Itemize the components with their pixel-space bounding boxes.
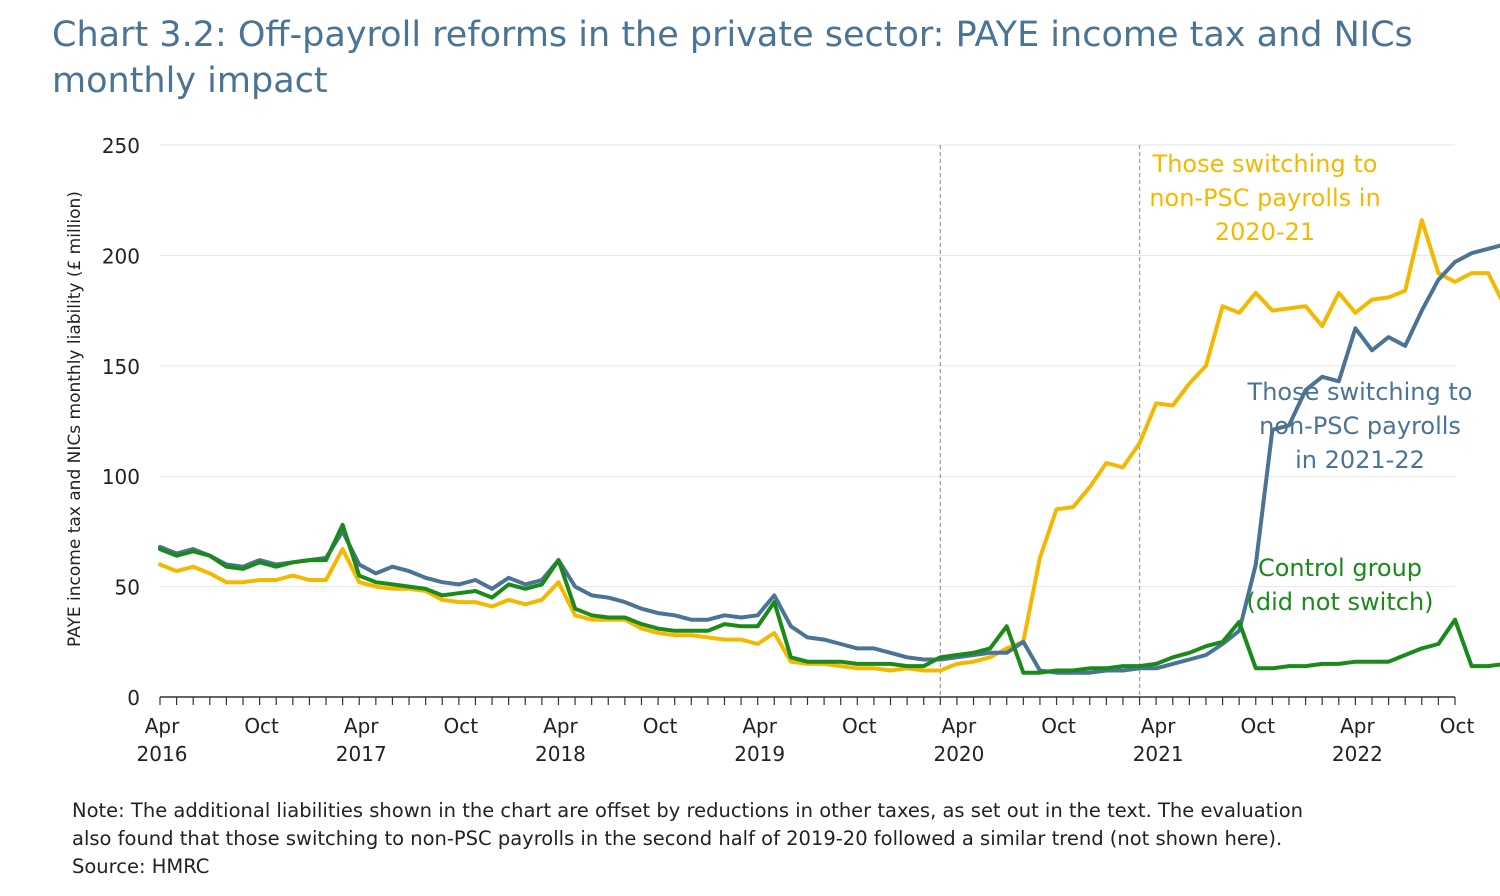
x-tick-label: Oct — [1240, 714, 1275, 738]
y-tick-label: 0 — [127, 686, 140, 710]
x-tick-year-label: 2022 — [1332, 742, 1383, 766]
chart-title-line-2: monthly impact — [52, 61, 328, 101]
series-label-yellow: 2020-21 — [1215, 218, 1315, 246]
line-chart: 0 50 100 150 200 250 PAYE income tax and NICs … — [65, 134, 1500, 766]
x-tick-year-label: 2021 — [1133, 742, 1184, 766]
y-tick-label: 200 — [102, 244, 140, 268]
series-label-blue: Those switching to — [1247, 378, 1473, 406]
y-tick-label: 150 — [102, 355, 140, 379]
x-tick-label: Oct — [842, 714, 877, 738]
note-line-1: Note: The additional liabilities shown i… — [72, 799, 1304, 822]
note-line-2: also found that those switching to non-P… — [72, 827, 1283, 850]
green-series-line — [158, 522, 1500, 675]
x-tick-label: Oct — [643, 714, 678, 738]
x-tick-label: Apr — [942, 714, 977, 738]
x-tick-year-label: 2017 — [336, 742, 387, 766]
y-tick-label: 250 — [102, 134, 140, 158]
series-label-yellow: non-PSC payrolls in — [1149, 184, 1380, 212]
series-label-yellow: Those switching to — [1152, 150, 1378, 178]
x-tick-label: Oct — [244, 714, 279, 738]
x-tick-label: Oct — [1440, 714, 1475, 738]
x-tick-label: Apr — [1141, 714, 1176, 738]
x-tick-label: Apr — [742, 714, 777, 738]
chart-note: Note: The additional liabilities shown i… — [72, 797, 1472, 881]
x-tick-label: Oct — [1041, 714, 1076, 738]
x-tick-year-label: 2019 — [734, 742, 785, 766]
x-tick-year-label: 2020 — [933, 742, 984, 766]
x-tick-label: Apr — [543, 714, 578, 738]
y-tick-label: 50 — [115, 576, 140, 600]
x-tick-label: Oct — [444, 714, 479, 738]
blue-series-line — [158, 243, 1500, 675]
y-tick-label: 100 — [102, 465, 140, 489]
series-label-blue: non-PSC payrolls — [1259, 412, 1461, 440]
x-tick-label: Apr — [145, 714, 180, 738]
chart-title: Chart 3.2: Off-payroll reforms in the pr… — [52, 12, 1472, 104]
x-tick-label: Apr — [344, 714, 379, 738]
chart-title-line-1: Chart 3.2: Off-payroll reforms in the pr… — [52, 15, 1413, 55]
x-tick-year-label: 2018 — [535, 742, 586, 766]
source-line: Source: HMRC — [72, 855, 210, 878]
y-axis-label: PAYE income tax and NICs monthly liabili… — [65, 191, 85, 647]
yellow-series-line — [158, 218, 1500, 673]
x-tick-label: Apr — [1340, 714, 1375, 738]
series-label-green: (did not switch) — [1246, 588, 1433, 616]
series-label-green: Control group — [1258, 554, 1422, 582]
x-tick-year-label: 2016 — [137, 742, 188, 766]
series-label-blue: in 2021-22 — [1295, 446, 1425, 474]
